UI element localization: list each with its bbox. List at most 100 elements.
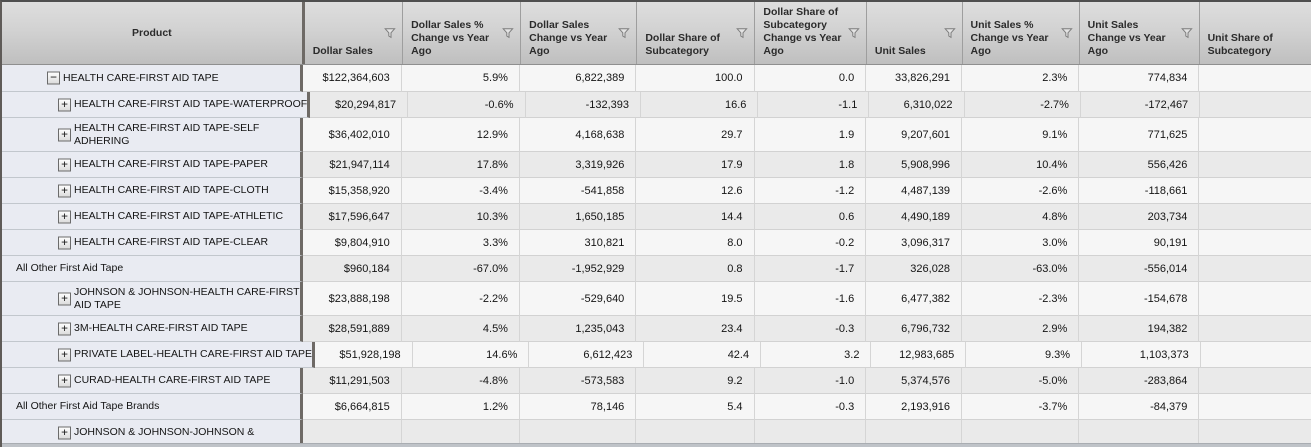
cell-dollar_sales: $28,591,889 — [303, 316, 401, 342]
table-row: All Other First Aid Tape $960,184 -67.0% -1… — [2, 256, 1311, 282]
column-header-dollar_sales_change[interactable]: Dollar Sales Change vs Year Ago — [520, 2, 636, 64]
expand-icon[interactable]: + — [58, 210, 71, 223]
expand-icon[interactable]: + — [58, 236, 71, 249]
cell-dollar_sales_change: -529,640 — [518, 282, 636, 316]
product-cell: + HEALTH CARE-FIRST AID TAPE-CLEAR — [2, 230, 304, 256]
filter-funnel-icon[interactable] — [1060, 27, 1073, 39]
product-cell: + HEALTH CARE-FIRST AID TAPE-PAPER — [2, 152, 304, 178]
table-row: + PRIVATE LABEL-HEALTH CARE-FIRST AID TAP… — [2, 342, 1311, 368]
cell-unit_share — [1198, 256, 1311, 282]
table-row: All Other First Aid Tape Brands $6,664,81… — [2, 394, 1311, 420]
cell-dollar_sales: $17,596,647 — [303, 204, 401, 230]
collapse-icon[interactable]: − — [47, 71, 60, 85]
cell-unit_sales_change: -556,014 — [1078, 256, 1199, 282]
expand-icon[interactable]: + — [58, 98, 71, 111]
column-header-unit_sales[interactable]: Unit Sales — [865, 2, 962, 64]
expand-icon[interactable]: + — [58, 374, 71, 387]
cell-dollar_sales_pct_change: -0.6% — [407, 92, 525, 118]
cell-dollar_sales_change: -541,858 — [518, 178, 636, 204]
cell-dollar_share_change — [753, 420, 866, 446]
cell-unit_sales_pct_change: 3.0% — [961, 230, 1079, 256]
column-header-unit_sales_pct_change[interactable]: Unit Sales % Change vs Year Ago — [961, 2, 1079, 64]
column-header-unit_share[interactable]: Unit Share of Subcategory — [1198, 2, 1311, 64]
cell-dollar_sales_pct_change: 12.9% — [400, 118, 519, 152]
cell-unit_sales_pct_change: 9.1% — [961, 118, 1079, 152]
cell-dollar_sales_change: 1,235,043 — [518, 316, 636, 342]
cell-dollar_sales_change: -573,583 — [518, 368, 636, 394]
cell-dollar_share: 12.6 — [635, 178, 754, 204]
expand-icon[interactable]: + — [58, 426, 71, 439]
cell-dollar_sales_pct_change: 4.5% — [400, 316, 519, 342]
filter-funnel-icon[interactable] — [943, 27, 956, 39]
cell-dollar_share_change: 0.0 — [753, 65, 866, 92]
cell-dollar_sales_pct_change: 3.3% — [400, 230, 519, 256]
product-label: HEALTH CARE-FIRST AID TAPE-ATHLETIC — [74, 210, 284, 222]
cell-unit_sales: 4,490,189 — [865, 204, 962, 230]
expand-icon[interactable]: + — [58, 128, 71, 141]
bottom-scroll-strip[interactable] — [2, 443, 1311, 447]
table-row: + JOHNSON & JOHNSON-HEALTH CARE-FIRST AID… — [2, 282, 1311, 316]
cell-unit_share — [1198, 282, 1311, 316]
cell-dollar_share: 8.0 — [635, 230, 754, 256]
column-header-label: Unit Sales % Change vs Year Ago — [970, 19, 1049, 57]
filter-funnel-icon[interactable] — [384, 27, 396, 39]
filter-funnel-icon[interactable] — [1180, 27, 1193, 39]
cell-unit_share — [1198, 118, 1311, 152]
product-label: PRIVATE LABEL-HEALTH CARE-FIRST AID TAPE — [74, 348, 313, 360]
cell-dollar_share: 42.4 — [643, 342, 761, 368]
product-cell: − HEALTH CARE-FIRST AID TAPE — [2, 65, 304, 92]
column-header-dollar_share_change[interactable]: Dollar Share of Subcategory Change vs Ye… — [754, 2, 866, 64]
cell-unit_share — [1198, 316, 1311, 342]
cell-dollar_sales: $11,291,503 — [303, 368, 401, 394]
cell-unit_sales: 5,374,576 — [865, 368, 962, 394]
product-cell: + HEALTH CARE-FIRST AID TAPE-WATERPROOF — [2, 92, 311, 118]
cell-dollar_sales_pct_change: 14.6% — [411, 342, 529, 368]
column-header-label: Product — [132, 26, 172, 39]
column-header-dollar_share[interactable]: Dollar Share of Subcategory — [636, 2, 754, 64]
product-label: JOHNSON & JOHNSON-HEALTH CARE-FIRST AID … — [74, 285, 300, 311]
cell-unit_sales_change: -172,467 — [1079, 92, 1200, 118]
column-header-label: Unit Share of Subcategory — [1207, 32, 1273, 57]
filter-funnel-icon[interactable] — [502, 27, 514, 39]
product-cell: All Other First Aid Tape — [2, 256, 304, 282]
column-header-label: Dollar Share of Subcategory — [645, 32, 721, 57]
column-header-dollar_sales_pct_change[interactable]: Dollar Sales % Change vs Year Ago — [402, 2, 520, 64]
column-header-dollar_sales[interactable]: Dollar Sales — [305, 2, 402, 64]
column-header-product[interactable]: Product — [2, 2, 305, 64]
expand-icon[interactable]: + — [58, 322, 71, 335]
filter-funnel-icon[interactable] — [736, 27, 749, 39]
cell-unit_sales_pct_change: -2.3% — [961, 282, 1079, 316]
product-cell: +3M-HEALTH CARE-FIRST AID TAPE — [2, 316, 304, 342]
table-row: + HEALTH CARE-FIRST AID TAPE-PAPER $21,947… — [2, 152, 1311, 178]
cell-unit_sales: 5,908,996 — [865, 152, 962, 178]
product-cell: All Other First Aid Tape Brands — [2, 394, 304, 420]
cell-dollar_share_change: -0.2 — [753, 230, 866, 256]
cell-dollar_sales: $21,947,114 — [303, 152, 401, 178]
grid-body: − HEALTH CARE-FIRST AID TAPE $122,364,603 5… — [2, 65, 1311, 446]
cell-dollar_sales: $36,402,010 — [303, 118, 401, 152]
cell-unit_sales_pct_change: -5.0% — [961, 368, 1079, 394]
cell-unit_sales: 4,487,139 — [865, 178, 962, 204]
cell-unit_sales_change: 203,734 — [1078, 204, 1199, 230]
filter-funnel-icon[interactable] — [618, 27, 631, 39]
cell-unit_sales_change: 774,834 — [1078, 65, 1199, 92]
product-label: HEALTH CARE-FIRST AID TAPE-CLOTH — [74, 184, 269, 196]
filter-funnel-icon[interactable] — [847, 27, 860, 39]
cell-unit_share — [1198, 420, 1311, 446]
table-row: + HEALTH CARE-FIRST AID TAPE-ATHLETIC $17,… — [2, 204, 1311, 230]
expand-icon[interactable]: + — [58, 348, 71, 361]
expand-icon[interactable]: + — [58, 292, 71, 305]
product-label: All Other First Aid Tape Brands — [16, 400, 160, 412]
cell-dollar_sales_pct_change: -67.0% — [400, 256, 519, 282]
cell-unit_share — [1198, 368, 1311, 394]
column-header-label: Dollar Sales — [312, 45, 373, 57]
product-cell: + JOHNSON & JOHNSON-HEALTH CARE-FIRST AID… — [2, 282, 304, 316]
expand-icon[interactable]: + — [58, 158, 71, 171]
column-header-unit_sales_change[interactable]: Unit Sales Change vs Year Ago — [1078, 2, 1199, 64]
cell-dollar_share: 17.9 — [635, 152, 754, 178]
expand-icon[interactable]: + — [58, 184, 71, 197]
table-row: +3M-HEALTH CARE-FIRST AID TAPE $28,591,88… — [2, 316, 1311, 342]
cell-dollar_sales_pct_change: 5.9% — [400, 65, 519, 92]
column-header-label: Unit Sales — [874, 45, 926, 57]
product-cell: + HEALTH CARE-FIRST AID TAPE-ATHLETIC — [2, 204, 304, 230]
